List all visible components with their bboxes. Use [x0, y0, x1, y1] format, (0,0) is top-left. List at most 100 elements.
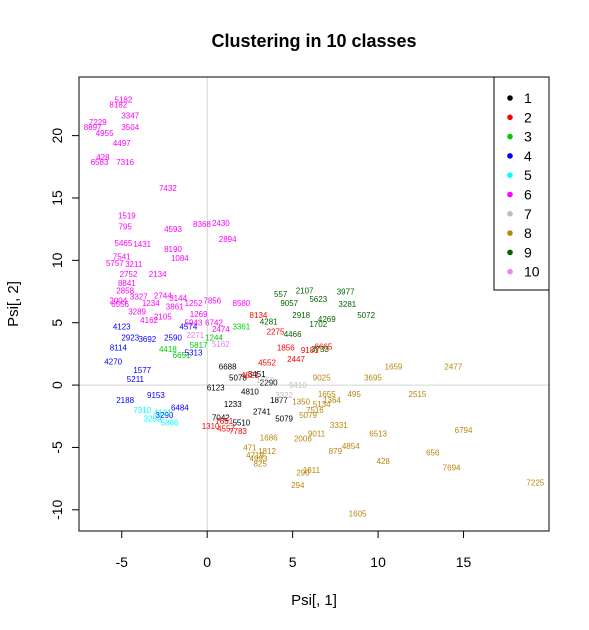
point-label: 5211	[127, 375, 145, 384]
point-label: 2006	[294, 435, 312, 444]
legend-marker	[507, 211, 513, 217]
y-tick-label: 0	[49, 381, 65, 389]
point-label: 4121	[154, 409, 172, 418]
legend-marker	[507, 153, 513, 159]
point-label: 3977	[337, 288, 355, 297]
point-label: 5182	[115, 95, 133, 104]
point-label: 6688	[219, 362, 237, 371]
legend-marker	[507, 172, 513, 178]
point-label: 2430	[212, 219, 230, 228]
point-label: 3259	[144, 415, 162, 424]
legend-marker	[507, 191, 513, 198]
point-label: 2752	[120, 270, 138, 279]
legend-item-9: 9	[507, 244, 532, 260]
point-label: 4281	[260, 317, 278, 326]
point-label: 7042	[212, 414, 230, 423]
x-axis: -5 0 5 10 15	[116, 530, 472, 570]
point-label: 3331	[330, 421, 348, 430]
reference-lines	[79, 77, 549, 531]
point-label: 6794	[455, 426, 473, 435]
x-axis-label: Psi[, 1]	[291, 592, 337, 609]
legend-label: 4	[524, 148, 532, 164]
point-label: 7541	[113, 253, 131, 262]
point-label: 2004	[109, 296, 127, 305]
point-label: 3504	[121, 123, 139, 132]
point-label: 4466	[284, 330, 302, 339]
point-label: 4810	[241, 387, 259, 396]
point-label: 6556	[111, 300, 129, 309]
point-label: 656	[426, 448, 440, 457]
chart-title: Clustering in 10 classes	[211, 31, 416, 51]
legend-item-1: 1	[507, 90, 532, 106]
point-label: 8580	[232, 299, 250, 308]
point-label: 6651	[173, 351, 191, 360]
point-label: 7225	[526, 478, 544, 487]
point-label: 290	[296, 468, 310, 477]
point-label: 1605	[349, 510, 367, 519]
point-label: 2590	[164, 334, 182, 343]
series-1: 1233 4810 2741 6123 5078 3451 1877 7042 2290 5510…	[207, 362, 294, 427]
legend-item-4: 4	[507, 148, 532, 164]
legend-item-7: 7	[507, 206, 532, 222]
point-label: 9025	[313, 374, 331, 383]
point-label: 4552	[258, 359, 276, 368]
point-label: 5943	[185, 319, 203, 328]
point-label: 2515	[409, 390, 427, 399]
legend-marker	[507, 230, 513, 236]
point-label: 4719	[246, 451, 264, 460]
legend-box	[493, 76, 550, 291]
point-label: 2188	[116, 396, 134, 405]
point-label: 879	[329, 447, 343, 456]
legend-label: 2	[524, 109, 532, 125]
point-label: 4557	[217, 425, 235, 434]
point-label: 4270	[104, 357, 122, 366]
point-label: 4993	[250, 455, 268, 464]
legend-marker	[507, 249, 513, 256]
point-label: 495	[347, 390, 361, 399]
y-axis-label: Psi[, 2]	[5, 281, 22, 327]
point-label: 6742	[205, 319, 223, 328]
point-label: 9057	[280, 299, 298, 308]
y-tick-label: 10	[49, 252, 65, 268]
point-label: 1431	[133, 240, 151, 249]
point-label: 557	[274, 290, 288, 299]
point-label: 3861	[166, 302, 184, 311]
point-label: 5465	[115, 239, 133, 248]
point-label: 8182	[109, 100, 127, 109]
point-label: 7316	[116, 158, 134, 167]
point-label: 7783	[229, 427, 247, 436]
point-label: 2894	[219, 235, 237, 244]
point-label: 2105	[154, 312, 172, 321]
point-label: 3451	[248, 370, 266, 379]
legend-label: 6	[524, 187, 532, 203]
point-label: 4593	[164, 225, 182, 234]
point-label: 2447	[287, 355, 305, 364]
point-label: 2107	[296, 286, 314, 295]
point-label: 8134	[250, 311, 268, 320]
point-label: 471	[243, 443, 257, 452]
point-label: 3290	[156, 411, 174, 420]
point-label: 7651	[215, 417, 233, 426]
point-label: 5866	[161, 418, 179, 427]
y-axis: -10 -5 0 5 10 15 20	[49, 128, 80, 520]
point-label: 7229	[89, 118, 107, 127]
legend-label: 5	[524, 167, 532, 183]
point-label: 8841	[118, 279, 136, 288]
x-tick-label: 5	[289, 554, 297, 570]
point-label: 1233	[224, 400, 242, 409]
legend-label: 1	[524, 90, 532, 106]
point-label: 1811	[303, 466, 321, 475]
legend-marker	[507, 95, 513, 101]
series-3: 1244 6651 3361 5817 4418	[159, 322, 251, 360]
point-label: 1084	[171, 254, 189, 263]
point-label: 2271	[186, 331, 204, 340]
point-label: 5510	[232, 418, 250, 427]
legend-marker	[507, 114, 513, 121]
point-label: 1812	[258, 447, 276, 456]
point-label: 9011	[308, 430, 326, 439]
